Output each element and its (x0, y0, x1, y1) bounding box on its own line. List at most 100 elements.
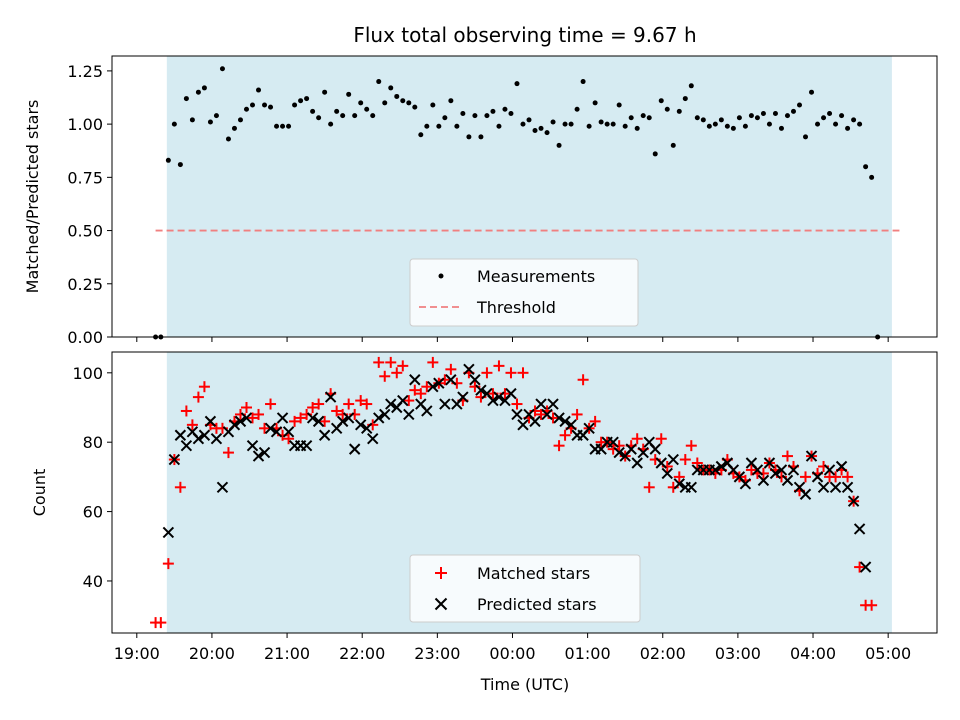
top-ytick-label: 0.00 (67, 328, 103, 347)
measurement-point (430, 102, 436, 108)
predicted-star-point (312, 415, 325, 428)
matched-star-point (655, 433, 667, 445)
legend-measurements-marker (438, 273, 444, 279)
ratio-frame (111, 55, 938, 338)
bot-ytick-label: 80 (83, 433, 103, 452)
count-y-label: Count (30, 469, 49, 517)
measurement-point (508, 110, 514, 116)
predicted-star-point (637, 446, 649, 459)
measurement-point (219, 66, 225, 72)
predicted-star-point (805, 450, 818, 462)
predicted-star-point (397, 394, 409, 407)
matched-star-point (571, 408, 583, 420)
predicted-star-point (342, 412, 355, 424)
matched-star-point (253, 408, 265, 420)
xtick-label: 21:00 (264, 644, 310, 663)
count-frame (111, 351, 938, 634)
bot-ytick-label: 100 (72, 364, 103, 383)
predicted-star-point (487, 394, 499, 407)
xtick-label: 01:00 (565, 644, 611, 663)
predicted-star-point (264, 422, 277, 435)
predicted-star-point (583, 422, 595, 435)
matched-star-point (247, 412, 259, 424)
predicted-star-point (565, 419, 577, 431)
predicted-star-point (835, 460, 848, 473)
measurement-point (442, 115, 448, 121)
matched-star-point (162, 558, 174, 570)
xtick-label: 20:00 (189, 644, 235, 663)
predicted-star-point (517, 419, 529, 431)
matched-star-point (559, 429, 571, 441)
measurement-point (195, 89, 201, 95)
predicted-star-point (354, 419, 367, 431)
measurement-point (418, 132, 424, 138)
measurement-point (556, 142, 562, 148)
matched-star-point (343, 398, 355, 410)
predicted-star-point (535, 398, 547, 410)
predicted-star-point (324, 391, 337, 403)
predicted-star-point (216, 481, 229, 494)
matched-star-point (222, 447, 234, 459)
legend-matched-label: Matched stars (477, 564, 590, 583)
predicted-star-point (204, 415, 217, 428)
predicted-star-point (493, 391, 505, 403)
matched-star-point (240, 402, 252, 414)
measurement-point (478, 134, 484, 140)
ratio-legend-box (409, 258, 639, 327)
predicted-star-point (475, 384, 487, 396)
predicted-star-point (457, 391, 469, 403)
predicted-star-point (667, 453, 679, 466)
measurement-point (201, 85, 207, 91)
measurement-point (544, 130, 550, 136)
predicted-star-point (433, 377, 445, 389)
measurement-point (730, 125, 736, 131)
measurement-point (809, 89, 815, 95)
predicted-star-point (445, 374, 457, 386)
xtick-label: 23:00 (414, 644, 460, 663)
legend-predicted-marker (434, 597, 448, 611)
matched-star-point (295, 412, 307, 424)
matched-star-point (631, 433, 643, 445)
measurement-point (845, 125, 851, 131)
predicted-star-point (709, 464, 722, 476)
measurement-point (736, 115, 742, 121)
matched-star-point (319, 415, 331, 427)
measurement-point (292, 102, 298, 108)
predicted-star-point (246, 439, 259, 452)
predicted-star-point (553, 412, 565, 424)
measurement-point (634, 125, 640, 131)
matched-star-point (781, 450, 793, 462)
measurement-point (328, 121, 334, 127)
measurement-point (496, 123, 502, 129)
measurement-point (424, 123, 430, 129)
measurement-point (797, 102, 802, 108)
measurement-point (676, 108, 682, 114)
measurement-point (286, 123, 292, 129)
measurement-point (869, 174, 875, 180)
measurement-point (376, 79, 382, 85)
measurement-point (610, 121, 616, 127)
predicted-star-point (469, 374, 481, 386)
measurement-point (664, 106, 670, 112)
measurement-point (652, 151, 658, 157)
measurement-point (670, 142, 676, 148)
measurement-point (189, 117, 195, 123)
measurement-point (586, 123, 592, 129)
measurement-point (412, 104, 418, 110)
xtick-label: 02:00 (640, 644, 686, 663)
predicted-star-point (439, 398, 451, 410)
measurement-point (243, 106, 249, 112)
predicted-star-point (228, 419, 241, 431)
measurement-point (388, 85, 394, 91)
measurement-point (688, 83, 694, 89)
matched-star-point (553, 440, 565, 452)
predicted-star-point (162, 526, 175, 539)
xtick-label: 04:00 (790, 644, 836, 663)
predicted-star-point (180, 439, 193, 452)
measurement-point (622, 123, 628, 129)
matched-star-point (361, 398, 373, 410)
ratio-legend: Measurements Threshold (409, 258, 639, 327)
predicted-star-point (210, 433, 223, 445)
legend-matched-marker (435, 567, 447, 579)
predicted-star-point (847, 495, 860, 507)
